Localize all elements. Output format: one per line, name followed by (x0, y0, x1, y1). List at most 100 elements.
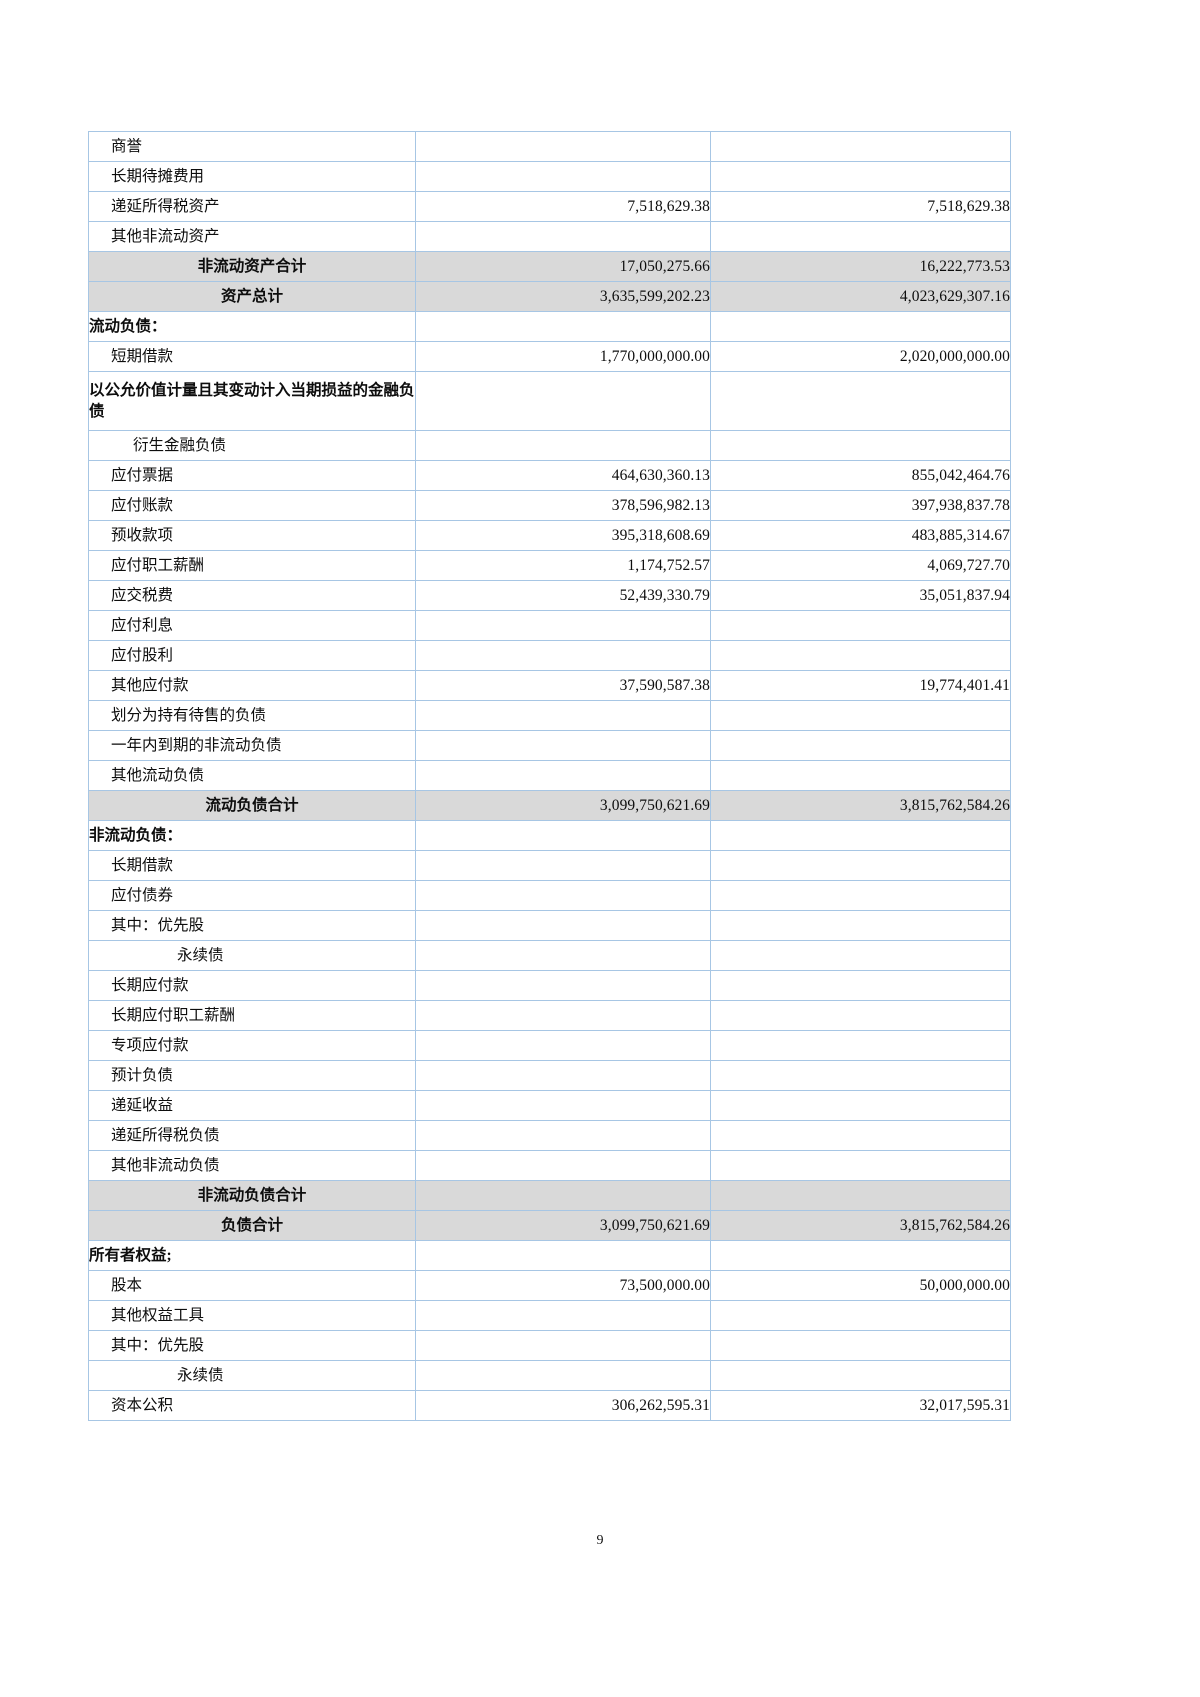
row-label: 所有者权益; (89, 1246, 172, 1264)
row-label-cell: 资本公积 (88, 1390, 416, 1421)
current-period-value: 17,050,275.66 (415, 251, 711, 282)
row-label: 预计负债 (111, 1066, 174, 1084)
row-label-cell: 非流动负债合计 (88, 1180, 416, 1211)
row-label-cell: 非流动负债： (88, 820, 416, 851)
row-label: 其中：优先股 (111, 1336, 205, 1354)
table-row: 非流动负债合计 (88, 1180, 1011, 1211)
row-label-cell: 其他非流动资产 (88, 221, 416, 252)
row-label: 永续债 (177, 1366, 224, 1384)
table-row: 应付债券 (88, 880, 1011, 911)
balance-sheet-table: 商誉 长期待摊费用 递延所得税资产 7,518,629.38 7,518,629.38 其… (88, 131, 1011, 1421)
previous-period-value (710, 820, 1011, 851)
row-label: 资产总计 (220, 287, 283, 305)
row-label-cell: 递延收益 (88, 1090, 416, 1121)
row-label-cell: 流动负债： (88, 311, 416, 342)
current-period-value (415, 880, 711, 911)
current-period-value (415, 430, 711, 461)
row-label: 非流动负债合计 (197, 1186, 307, 1204)
previous-period-value: 4,023,629,307.16 (710, 281, 1011, 312)
previous-period-value (710, 131, 1011, 162)
row-label: 应付账款 (111, 496, 174, 514)
row-label-cell: 应付债券 (88, 880, 416, 911)
current-period-value (415, 1060, 711, 1091)
table-row: 一年内到期的非流动负债 (88, 730, 1011, 761)
current-period-value: 306,262,595.31 (415, 1390, 711, 1421)
current-period-value (415, 910, 711, 941)
previous-period-value (710, 940, 1011, 971)
previous-period-value (710, 610, 1011, 641)
previous-period-value (710, 1180, 1011, 1211)
row-label: 商誉 (111, 137, 143, 155)
previous-period-value (710, 760, 1011, 791)
row-label-cell: 应交税费 (88, 580, 416, 611)
row-label: 递延所得税负债 (111, 1126, 220, 1144)
row-label: 应付职工薪酬 (111, 556, 205, 574)
row-label-cell: 应付账款 (88, 490, 416, 521)
previous-period-value (710, 371, 1011, 431)
current-period-value: 395,318,608.69 (415, 520, 711, 551)
row-label: 负债合计 (220, 1216, 283, 1234)
table-row: 衍生金融负债 (88, 430, 1011, 461)
table-row: 短期借款 1,770,000,000.00 2,020,000,000.00 (88, 341, 1011, 372)
table-row: 非流动资产合计 17,050,275.66 16,222,773.53 (88, 251, 1011, 282)
row-label-cell: 其中：优先股 (88, 1330, 416, 1361)
row-label-cell: 商誉 (88, 131, 416, 162)
current-period-value (415, 760, 711, 791)
current-period-value: 1,770,000,000.00 (415, 341, 711, 372)
previous-period-value (710, 1090, 1011, 1121)
row-label-cell: 长期应付款 (88, 970, 416, 1001)
row-label: 资本公积 (111, 1396, 174, 1414)
previous-period-value (710, 700, 1011, 731)
table-row: 其他流动负债 (88, 760, 1011, 791)
current-period-value (415, 1000, 711, 1031)
previous-period-value (710, 311, 1011, 342)
previous-period-value (710, 1000, 1011, 1031)
row-label-cell: 其他应付款 (88, 670, 416, 701)
table-row: 预收款项 395,318,608.69 483,885,314.67 (88, 520, 1011, 551)
row-label: 应交税费 (111, 586, 174, 604)
previous-period-value (710, 1360, 1011, 1391)
current-period-value (415, 850, 711, 881)
table-row: 应付账款 378,596,982.13 397,938,837.78 (88, 490, 1011, 521)
previous-period-value: 397,938,837.78 (710, 490, 1011, 521)
row-label: 一年内到期的非流动负债 (111, 736, 282, 754)
row-label: 其他应付款 (111, 676, 189, 694)
current-period-value: 52,439,330.79 (415, 580, 711, 611)
row-label-cell: 资产总计 (88, 281, 416, 312)
table-row: 应付职工薪酬 1,174,752.57 4,069,727.70 (88, 550, 1011, 581)
current-period-value (415, 1330, 711, 1361)
current-period-value: 1,174,752.57 (415, 550, 711, 581)
row-label: 非流动负债： (89, 826, 183, 844)
current-period-value (415, 1120, 711, 1151)
table-row: 流动负债合计 3,099,750,621.69 3,815,762,584.26 (88, 790, 1011, 821)
previous-period-value: 2,020,000,000.00 (710, 341, 1011, 372)
current-period-value (415, 940, 711, 971)
row-label: 流动负债： (89, 317, 167, 335)
row-label: 长期应付款 (111, 976, 189, 994)
row-label: 预收款项 (111, 526, 174, 544)
current-period-value (415, 730, 711, 761)
row-label: 其他非流动资产 (111, 227, 220, 245)
current-period-value (415, 1360, 711, 1391)
previous-period-value: 19,774,401.41 (710, 670, 1011, 701)
current-period-value (415, 1030, 711, 1061)
previous-period-value (710, 880, 1011, 911)
current-period-value (415, 700, 711, 731)
table-row: 流动负债： (88, 311, 1011, 342)
row-label: 专项应付款 (111, 1036, 189, 1054)
table-row: 划分为持有待售的负债 (88, 700, 1011, 731)
previous-period-value: 50,000,000.00 (710, 1270, 1011, 1301)
table-row: 商誉 (88, 131, 1011, 162)
row-label-cell: 其中：优先股 (88, 910, 416, 941)
previous-period-value: 4,069,727.70 (710, 550, 1011, 581)
current-period-value (415, 371, 711, 431)
table-row: 长期应付款 (88, 970, 1011, 1001)
row-label: 划分为持有待售的负债 (111, 706, 267, 724)
row-label: 长期应付职工薪酬 (111, 1006, 236, 1024)
current-period-value (415, 970, 711, 1001)
current-period-value (415, 311, 711, 342)
previous-period-value (710, 850, 1011, 881)
row-label: 其他非流动负债 (111, 1156, 220, 1174)
previous-period-value: 35,051,837.94 (710, 580, 1011, 611)
row-label-cell: 递延所得税资产 (88, 191, 416, 222)
